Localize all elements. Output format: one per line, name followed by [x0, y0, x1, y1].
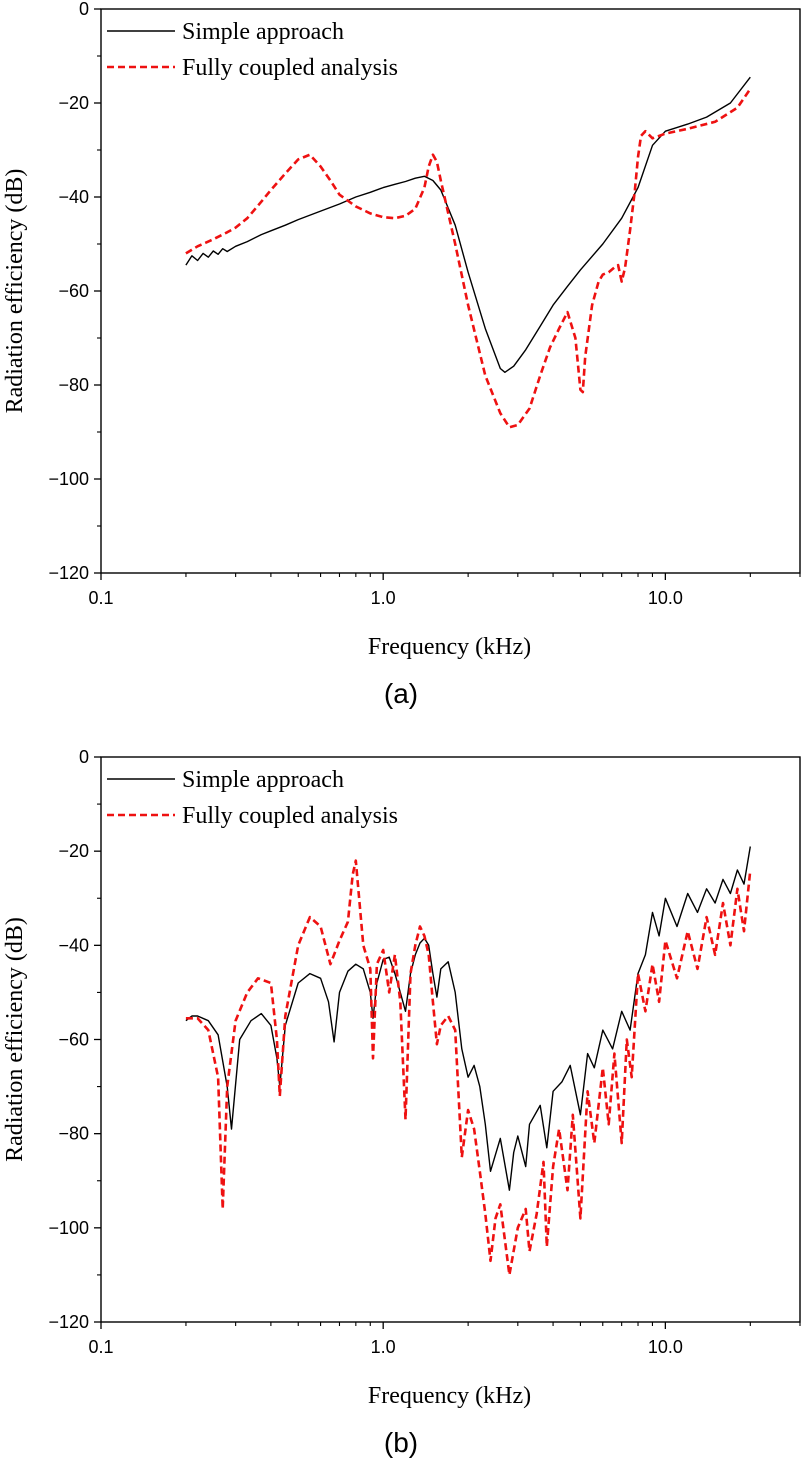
y-tick-label: 0 — [79, 0, 89, 19]
chart-panel-a: 0 −20 −40 −60 −80 −100 −120 0.1 1.0 10.0 Simple a… — [2, 0, 801, 709]
legend: Simple approach Fully coupled analysis — [107, 767, 398, 829]
y-tick-label: −60 — [58, 281, 89, 301]
y-axis-title: Radiation efficiency (dB) — [2, 917, 28, 1162]
y-tick-label: 0 — [79, 747, 89, 767]
y-tick-label: −100 — [48, 469, 89, 489]
x-tick-label: 10.0 — [648, 588, 683, 608]
x-tick-label: 0.1 — [88, 588, 113, 608]
y-tick-label: −80 — [58, 1124, 89, 1144]
x-tick-label: 1.0 — [371, 588, 396, 608]
series-line-simple — [185, 846, 751, 1191]
legend-label-simple: Simple approach — [182, 767, 344, 793]
y-tick-label: −20 — [58, 93, 89, 113]
x-tick-label: 10.0 — [648, 1337, 683, 1357]
series-line-simple — [185, 76, 751, 373]
x-axis-title: Frequency (kHz) — [368, 634, 531, 660]
legend-label-simple: Simple approach — [182, 19, 344, 45]
y-tick-label: −120 — [48, 563, 89, 583]
ticks-layer: 0 −20 −40 −60 −80 −100 −120 0.1 1.0 10.0 — [48, 747, 801, 1357]
y-tick-label: −60 — [58, 1030, 89, 1050]
y-tick-label: −100 — [48, 1218, 89, 1238]
legend-label-coupled: Fully coupled analysis — [182, 55, 398, 81]
series-line-coupled — [185, 88, 752, 429]
panel-caption: (b) — [384, 1427, 418, 1458]
legend: Simple approach Fully coupled analysis — [107, 19, 398, 81]
series-line-coupled — [185, 859, 752, 1277]
legend-label-coupled: Fully coupled analysis — [182, 803, 398, 829]
y-tick-label: −20 — [58, 841, 89, 861]
y-tick-label: −40 — [58, 935, 89, 955]
x-tick-label: 1.0 — [371, 1337, 396, 1357]
series-layer — [185, 76, 752, 429]
ticks-layer: 0 −20 −40 −60 −80 −100 −120 0.1 1.0 10.0 — [48, 0, 801, 608]
y-tick-label: −40 — [58, 187, 89, 207]
plot-frame — [100, 8, 801, 574]
chart-panel-b: 0 −20 −40 −60 −80 −100 −120 0.1 1.0 10.0 Simple a… — [2, 747, 801, 1458]
y-axis-title: Radiation efficiency (dB) — [2, 169, 28, 414]
y-tick-label: −80 — [58, 375, 89, 395]
plot-frame — [100, 756, 801, 1323]
x-tick-label: 0.1 — [88, 1337, 113, 1357]
panel-caption: (a) — [384, 678, 418, 709]
y-tick-label: −120 — [48, 1312, 89, 1332]
series-layer — [185, 846, 752, 1277]
x-axis-title: Frequency (kHz) — [368, 1383, 531, 1409]
